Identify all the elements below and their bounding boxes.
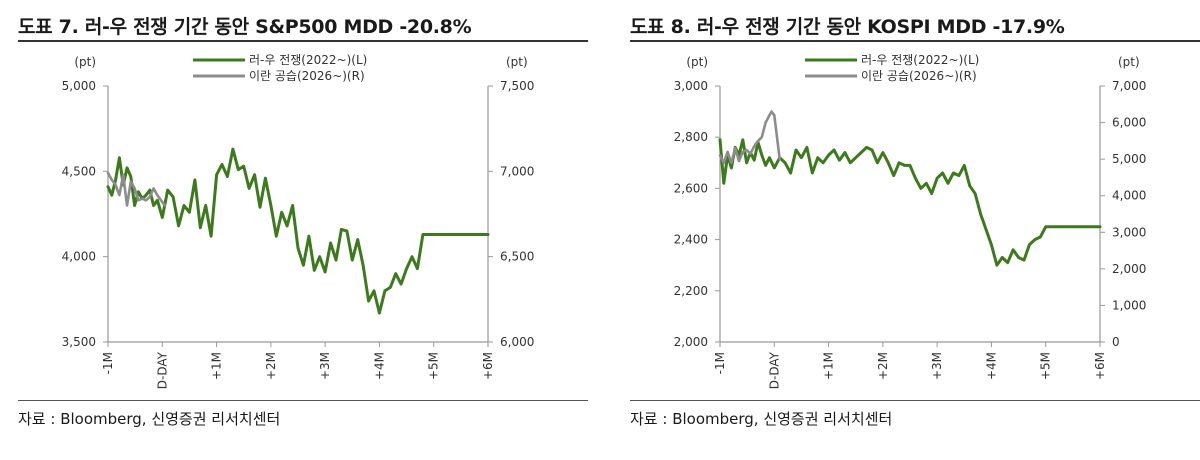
left-tick-label: 2,200 (674, 284, 708, 298)
right-tick-label: 6,000 (500, 335, 534, 349)
x-tick-label: +6M (481, 352, 495, 380)
chart-title: 도표 8. 러-우 전쟁 기간 동안 KOSPI MDD -17.9% (630, 16, 1065, 38)
left-tick-label: 2,600 (674, 181, 708, 195)
source-divider (18, 400, 588, 401)
left-tick-label: 5,000 (62, 79, 96, 93)
chart-title: 도표 7. 러-우 전쟁 기간 동안 S&P500 MDD -20.8% (18, 16, 472, 38)
x-tick-label: +1M (822, 352, 836, 380)
source-divider (630, 400, 1200, 401)
source-note: 자료 : Bloomberg, 신영증권 리서치센터 (18, 410, 281, 428)
right-tick-label: 2,000 (1112, 262, 1146, 276)
legend-label: 이란 공습(2026~)(R) (861, 69, 977, 83)
legend-label: 러-우 전쟁(2022~)(L) (861, 53, 979, 67)
right-axis-unit: (pt) (506, 55, 528, 69)
left-tick-label: 2,400 (674, 233, 708, 247)
x-tick-label: +5M (1039, 352, 1053, 380)
series-line-russia-ukraine (106, 147, 490, 315)
title-divider (630, 40, 1200, 42)
x-tick-label: +2M (876, 352, 890, 380)
right-tick-label: 7,000 (1112, 79, 1146, 93)
x-tick-label: +4M (984, 352, 998, 380)
x-tick-label: +3M (930, 352, 944, 380)
line-chart: (pt) (pt) 2,000 2,200 2,400 2,600 2,800 3,000 0 1… (674, 53, 1147, 389)
left-tick-label: 2,000 (674, 335, 708, 349)
right-tick-label: 1,000 (1112, 298, 1146, 312)
x-tick-label: D-DAY (155, 351, 169, 389)
right-tick-label: 7,000 (500, 164, 534, 178)
x-tick-label: +4M (372, 352, 386, 380)
x-tick-label: -1M (713, 352, 727, 374)
x-tick-label: +1M (210, 352, 224, 380)
left-axis-unit: (pt) (74, 55, 96, 69)
x-tick-label: +2M (264, 352, 278, 380)
left-tick-label: 4,500 (62, 164, 96, 178)
legend-label: 이란 공습(2026~)(R) (249, 69, 365, 83)
right-tick-label: 6,000 (1112, 116, 1146, 130)
source-note: 자료 : Bloomberg, 신영증권 리서치센터 (630, 410, 893, 428)
title-divider (18, 40, 588, 42)
x-tick-label: D-DAY (767, 351, 781, 389)
left-tick-label: 4,000 (62, 250, 96, 264)
right-tick-label: 6,500 (500, 250, 534, 264)
series-line-iran-strike (106, 171, 167, 207)
left-tick-label: 2,800 (674, 130, 708, 144)
left-tick-label: 3,500 (62, 335, 96, 349)
chart-panel-1: 도표 7. 러-우 전쟁 기간 동안 S&P500 MDD -20.8% (pt… (18, 0, 588, 460)
left-axis-unit: (pt) (686, 55, 708, 69)
x-tick-label: +5M (427, 352, 441, 380)
right-tick-label: 3,000 (1112, 225, 1146, 239)
right-tick-label: 4,000 (1112, 189, 1146, 203)
left-tick-label: 3,000 (674, 79, 708, 93)
right-axis-unit: (pt) (1118, 55, 1140, 69)
series-line-iran-strike (718, 110, 781, 165)
right-tick-label: 7,500 (500, 79, 534, 93)
right-tick-label: 5,000 (1112, 152, 1146, 166)
x-tick-label: +6M (1093, 352, 1107, 380)
right-tick-label: 0 (1112, 335, 1120, 349)
legend-label: 러-우 전쟁(2022~)(L) (249, 53, 367, 67)
x-tick-label: +3M (318, 352, 332, 380)
chart-panel-2: 도표 8. 러-우 전쟁 기간 동안 KOSPI MDD -17.9% (pt)… (630, 0, 1200, 460)
line-chart: (pt) (pt) 3,500 4,000 4,500 5,000 6,000 6,500 7,… (62, 53, 535, 389)
x-tick-label: -1M (101, 352, 115, 374)
series-line-russia-ukraine (718, 138, 1102, 267)
